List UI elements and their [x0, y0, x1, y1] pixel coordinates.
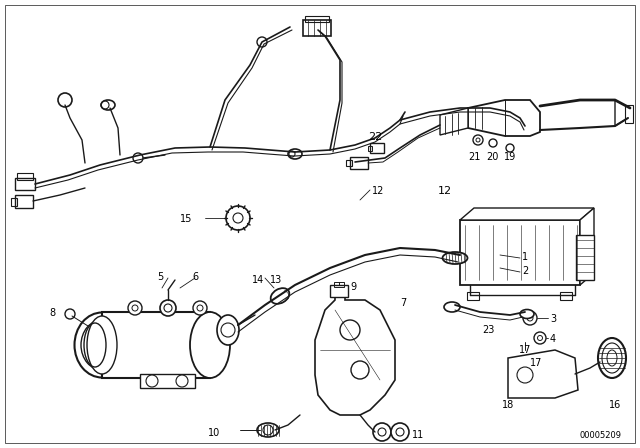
Polygon shape — [615, 100, 630, 126]
Bar — [467, 292, 479, 300]
Text: 19: 19 — [504, 152, 516, 162]
Circle shape — [340, 320, 360, 340]
Polygon shape — [440, 108, 468, 135]
Circle shape — [193, 301, 207, 315]
Text: 22: 22 — [368, 132, 382, 142]
Circle shape — [160, 300, 176, 316]
Bar — [11, 198, 17, 206]
Circle shape — [351, 361, 369, 379]
Circle shape — [391, 423, 409, 441]
Text: 1: 1 — [522, 252, 528, 262]
Bar — [330, 285, 348, 297]
Circle shape — [146, 375, 158, 387]
Polygon shape — [102, 312, 210, 378]
Bar — [625, 105, 633, 123]
Text: 2: 2 — [522, 266, 528, 276]
Text: 21: 21 — [468, 152, 480, 162]
Text: 13: 13 — [270, 275, 282, 285]
Text: 4: 4 — [550, 334, 556, 344]
Circle shape — [176, 375, 188, 387]
Ellipse shape — [190, 312, 230, 378]
Ellipse shape — [257, 423, 279, 437]
Ellipse shape — [520, 310, 534, 319]
Text: 6: 6 — [192, 272, 198, 282]
Text: 17: 17 — [519, 345, 531, 355]
Bar — [303, 20, 331, 36]
Bar — [576, 235, 594, 280]
Polygon shape — [315, 290, 395, 415]
Ellipse shape — [87, 316, 117, 374]
Polygon shape — [508, 350, 578, 398]
Bar — [370, 143, 384, 153]
Circle shape — [128, 301, 142, 315]
Bar — [346, 160, 352, 166]
Text: 00005209: 00005209 — [580, 431, 622, 440]
Text: 7: 7 — [400, 298, 406, 308]
Bar — [350, 157, 368, 169]
Ellipse shape — [442, 252, 467, 264]
Bar — [560, 292, 572, 300]
Ellipse shape — [74, 313, 129, 378]
Text: 10: 10 — [208, 428, 220, 438]
Text: 8: 8 — [49, 308, 55, 318]
Text: 20: 20 — [486, 152, 498, 162]
Text: 14: 14 — [252, 275, 264, 285]
Text: 12: 12 — [438, 186, 452, 196]
Bar — [17, 173, 33, 180]
Text: 12: 12 — [372, 186, 385, 196]
Text: 18: 18 — [502, 400, 515, 410]
Ellipse shape — [598, 338, 626, 378]
Polygon shape — [460, 220, 580, 285]
Bar — [305, 16, 329, 22]
Polygon shape — [468, 100, 540, 136]
Text: 11: 11 — [412, 430, 424, 440]
Ellipse shape — [217, 315, 239, 345]
Bar — [368, 146, 372, 151]
Text: 16: 16 — [609, 400, 621, 410]
Polygon shape — [460, 208, 594, 220]
Circle shape — [517, 367, 533, 383]
Text: 3: 3 — [550, 314, 556, 324]
Bar — [15, 178, 35, 190]
Circle shape — [226, 206, 250, 230]
Polygon shape — [580, 208, 594, 285]
Text: 17: 17 — [530, 358, 542, 368]
Text: 5: 5 — [157, 272, 163, 282]
Bar — [140, 374, 195, 388]
Text: 23: 23 — [482, 325, 494, 335]
Text: 15: 15 — [180, 214, 192, 224]
Ellipse shape — [444, 302, 460, 312]
Bar — [334, 282, 344, 287]
Text: 9: 9 — [350, 282, 356, 292]
Bar — [15, 195, 33, 208]
Ellipse shape — [271, 288, 289, 304]
Circle shape — [373, 423, 391, 441]
